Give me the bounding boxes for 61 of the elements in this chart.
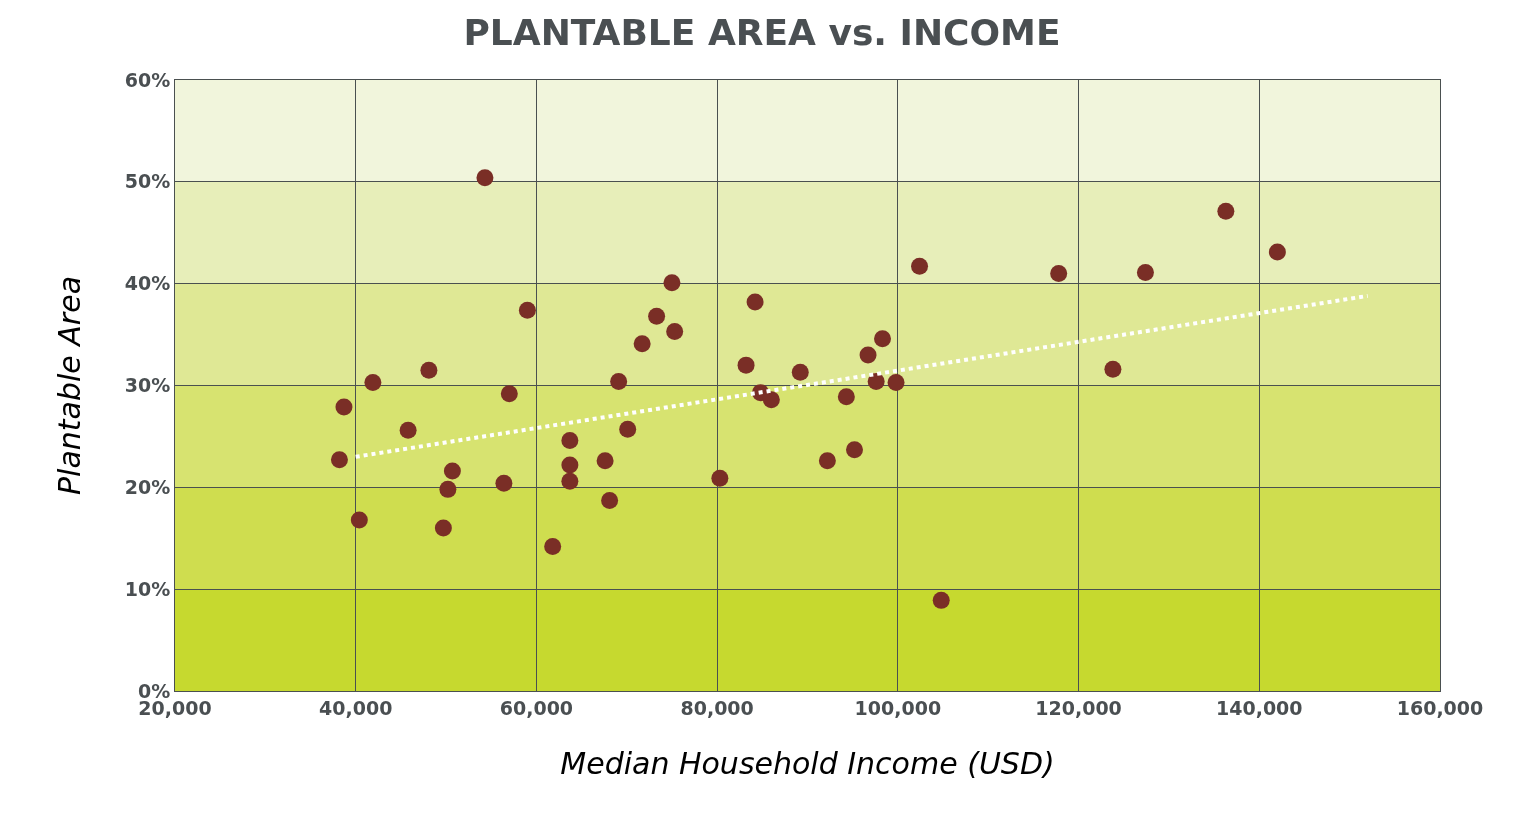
point [874, 330, 891, 348]
point [439, 480, 457, 498]
y-tick-label: 0% [137, 679, 171, 702]
point [596, 452, 614, 470]
point [561, 472, 579, 490]
point [666, 323, 684, 341]
point [648, 307, 666, 325]
point [1136, 263, 1154, 281]
point [443, 462, 461, 480]
point [561, 456, 579, 474]
point [911, 257, 929, 275]
point [544, 537, 562, 555]
point [887, 373, 905, 391]
point [663, 274, 681, 292]
point [619, 420, 637, 438]
y-axis-title: Plantable Area [51, 275, 87, 496]
point [1217, 202, 1235, 220]
point [518, 301, 536, 319]
point [434, 519, 452, 537]
point [746, 293, 764, 311]
point [1050, 264, 1068, 282]
point [711, 469, 729, 487]
point [846, 441, 863, 459]
point [350, 511, 368, 529]
point [601, 492, 619, 510]
y-tick-label: 40% [124, 272, 171, 295]
y-tick-label: 60% [124, 68, 171, 91]
x-tick-label: 100,000 [854, 696, 942, 719]
y-tick-label: 30% [124, 374, 171, 397]
point [610, 372, 628, 390]
point [791, 363, 809, 381]
point [633, 335, 651, 353]
point [867, 372, 885, 390]
y-tick-label: 10% [124, 577, 171, 600]
point [561, 431, 579, 449]
point [476, 169, 494, 187]
point [495, 474, 513, 492]
x-tick-label: 120,000 [1035, 696, 1122, 719]
point [330, 451, 348, 469]
point [818, 452, 836, 470]
point [1104, 360, 1122, 378]
x-tick-label: 140,000 [1216, 696, 1303, 719]
y-tick-label: 50% [124, 170, 171, 193]
point [1268, 243, 1286, 261]
point [364, 373, 382, 391]
chart-title: PLANTABLE AREA vs. INCOME [463, 12, 1061, 54]
point [737, 356, 755, 374]
x-tick-label: 80,000 [680, 696, 754, 719]
point [500, 385, 518, 403]
x-tick-label: 40,000 [319, 696, 393, 719]
point [399, 421, 417, 439]
x-tick-label: 60,000 [499, 696, 574, 719]
y-tick-label: 20% [124, 475, 171, 498]
point [837, 388, 855, 406]
point [859, 346, 877, 364]
point [762, 391, 780, 409]
x-tick-label: 160,000 [1396, 696, 1484, 719]
point [420, 361, 438, 379]
x-axis-title: Median Household Income (USD) [560, 746, 1055, 782]
point [335, 398, 353, 416]
point [932, 591, 950, 609]
